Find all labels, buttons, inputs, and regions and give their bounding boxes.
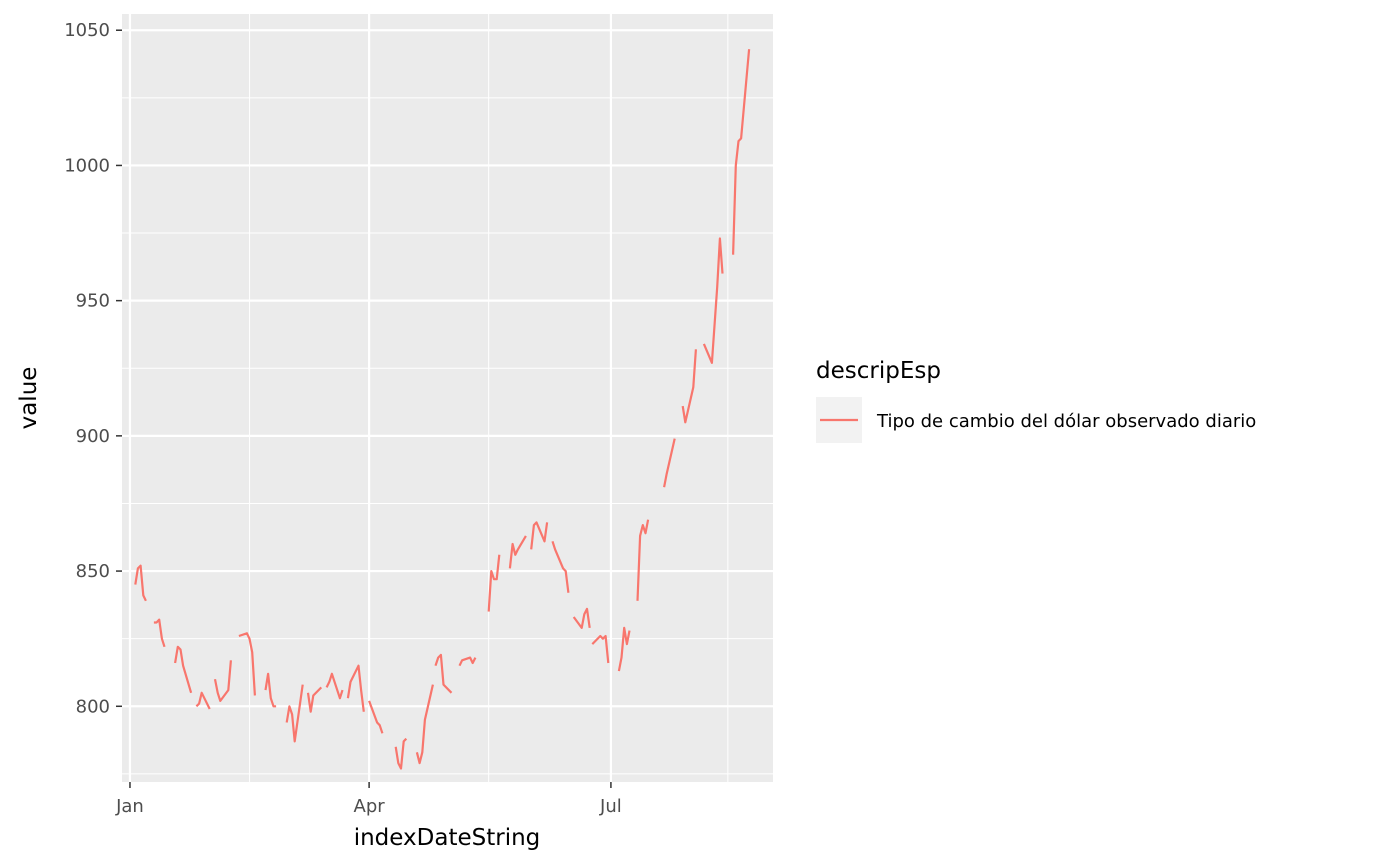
series-line-segment	[681, 349, 697, 424]
series-line-segment	[617, 626, 631, 672]
series-line-segment	[264, 672, 277, 708]
legend: descripEsp Tipo de cambio del dólar obse…	[816, 358, 1256, 443]
series-line-segment	[325, 672, 344, 700]
series-line-segment	[530, 521, 549, 550]
series-line-segment	[195, 691, 211, 710]
series-lines	[134, 49, 751, 770]
y-tick-label: 1050	[64, 20, 110, 41]
major-gridlines	[122, 14, 773, 782]
y-tick-label: 950	[76, 291, 110, 312]
series-line-segment	[285, 684, 304, 743]
series-line-segment	[174, 645, 193, 694]
x-axis-title: indexDateString	[354, 825, 541, 851]
series-line-segment	[415, 684, 434, 765]
series-line-segment	[702, 237, 724, 364]
series-line-segment	[434, 653, 453, 694]
series-line-segment	[636, 519, 650, 601]
series-line-segment	[213, 660, 232, 703]
minor-gridlines	[122, 14, 773, 782]
y-tick-label: 800	[76, 696, 110, 717]
series-line-segment	[458, 656, 477, 667]
series-line-segment	[551, 540, 570, 593]
y-tick-label: 850	[76, 561, 110, 582]
series-line-segment	[134, 564, 147, 602]
x-axis: Jan Apr Jul	[115, 782, 622, 817]
series-line-segment	[306, 686, 323, 713]
series-line-segment	[663, 438, 676, 488]
series-line-segment	[591, 634, 610, 664]
series-line-segment	[394, 737, 408, 770]
y-axis: 800 850 900 950 1000 1050	[64, 20, 122, 717]
series-line-segment	[732, 49, 751, 255]
series-line-segment	[487, 554, 501, 612]
y-tick-label: 1000	[64, 155, 110, 176]
x-tick-label: Jul	[599, 796, 622, 817]
series-line-segment	[346, 664, 365, 712]
series-line-segment	[153, 618, 166, 648]
series-line-segment	[508, 535, 527, 569]
y-axis-title: value	[16, 367, 42, 430]
x-tick-label: Jan	[115, 796, 144, 817]
x-tick-label: Apr	[354, 796, 386, 817]
series-line-segment	[368, 700, 384, 734]
legend-label: Tipo de cambio del dólar observado diari…	[876, 411, 1256, 432]
y-tick-label: 900	[76, 426, 110, 447]
plot-panel	[122, 14, 773, 782]
series-line-segment	[238, 632, 256, 696]
series-line-segment	[572, 607, 591, 630]
legend-title: descripEsp	[816, 358, 941, 384]
